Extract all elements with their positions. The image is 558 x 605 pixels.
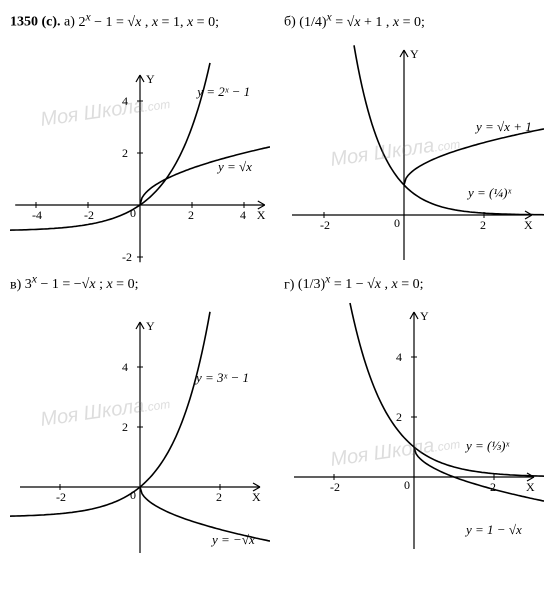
chart-grid: 1350 (с). а) 2x − 1 = √x , x = 1, x = 0;… <box>10 10 548 557</box>
label-a: 1350 (с). а) 2x − 1 = √x , x = 1, x = 0; <box>10 10 274 31</box>
svg-text:2: 2 <box>216 490 222 504</box>
svg-text:y = √x: y = √x <box>216 159 252 174</box>
svg-text:Y: Y <box>420 309 429 323</box>
label-d: г) (1/3)x = 1 − √x , x = 0; <box>284 273 548 294</box>
panel-b: б) (1/4)x = √x + 1 , x = 0; X Y 0 -2 2 y = (¼… <box>284 10 548 265</box>
svg-text:X: X <box>526 480 535 494</box>
svg-text:2: 2 <box>122 146 128 160</box>
label-c: в) 3x − 1 = −√x ; x = 0; <box>10 273 274 294</box>
eqn-c: 3x − 1 = −√x ; x = 0; <box>25 277 139 292</box>
chart-c: XY0-2224y = 3ˣ − 1y = −√x <box>10 297 270 557</box>
panel-c: в) 3x − 1 = −√x ; x = 0; XY0-2224y = 3ˣ … <box>10 273 274 558</box>
svg-text:Y: Y <box>410 47 419 61</box>
eqn-a: 2x − 1 = √x , x = 1, x = 0; <box>78 15 219 30</box>
svg-text:2: 2 <box>490 480 496 494</box>
svg-text:0: 0 <box>404 478 410 492</box>
letter-b: б) <box>284 15 296 30</box>
svg-text:2: 2 <box>396 410 402 424</box>
svg-text:-2: -2 <box>122 250 132 264</box>
svg-text:-4: -4 <box>32 208 42 222</box>
svg-text:X: X <box>524 218 533 232</box>
svg-text:Y: Y <box>146 72 155 86</box>
svg-text:X: X <box>252 490 261 504</box>
svg-text:X: X <box>257 208 266 222</box>
svg-text:0: 0 <box>394 216 400 230</box>
svg-text:-2: -2 <box>56 490 66 504</box>
svg-text:y = (⅓)ˣ: y = (⅓)ˣ <box>464 438 509 453</box>
eqn-b: (1/4)x = √x + 1 , x = 0; <box>299 15 425 30</box>
svg-text:2: 2 <box>188 208 194 222</box>
letter-c: в) <box>10 277 21 292</box>
panel-d: г) (1/3)x = 1 − √x , x = 0; X Y 0 -2 2 2 4 y = … <box>284 273 548 558</box>
problem-number: 1350 (с). <box>10 15 61 30</box>
svg-text:y = 3ˣ − 1: y = 3ˣ − 1 <box>194 370 249 385</box>
svg-text:-2: -2 <box>330 480 340 494</box>
svg-text:4: 4 <box>396 350 402 364</box>
chart-b: X Y 0 -2 2 y = (¼)ˣ y = √x + 1 <box>284 35 544 265</box>
svg-text:y = 1 − √x: y = 1 − √x <box>464 522 522 537</box>
svg-text:2: 2 <box>122 420 128 434</box>
letter-d: г) <box>284 277 294 292</box>
panel-a: 1350 (с). а) 2x − 1 = √x , x = 1, x = 0;… <box>10 10 274 265</box>
svg-text:y = 2ˣ − 1: y = 2ˣ − 1 <box>195 83 250 98</box>
svg-text:4: 4 <box>240 208 246 222</box>
chart-a: XY0-4-224-224y = 2ˣ − 1y = √x <box>10 35 270 265</box>
svg-text:2: 2 <box>480 218 486 232</box>
svg-text:y = (¼)ˣ: y = (¼)ˣ <box>466 185 511 200</box>
svg-text:Y: Y <box>146 319 155 333</box>
eqn-d: (1/3)x = 1 − √x , x = 0; <box>298 277 424 292</box>
svg-text:-2: -2 <box>84 208 94 222</box>
svg-text:4: 4 <box>122 360 128 374</box>
svg-text:-2: -2 <box>320 218 330 232</box>
label-b: б) (1/4)x = √x + 1 , x = 0; <box>284 10 548 31</box>
svg-text:4: 4 <box>122 94 128 108</box>
letter-a: а) <box>64 15 75 30</box>
svg-text:y = −√x: y = −√x <box>210 532 255 547</box>
svg-text:y = √x + 1: y = √x + 1 <box>474 119 532 134</box>
chart-d: X Y 0 -2 2 2 4 y = (⅓)ˣ y = 1 − √x <box>284 297 544 557</box>
